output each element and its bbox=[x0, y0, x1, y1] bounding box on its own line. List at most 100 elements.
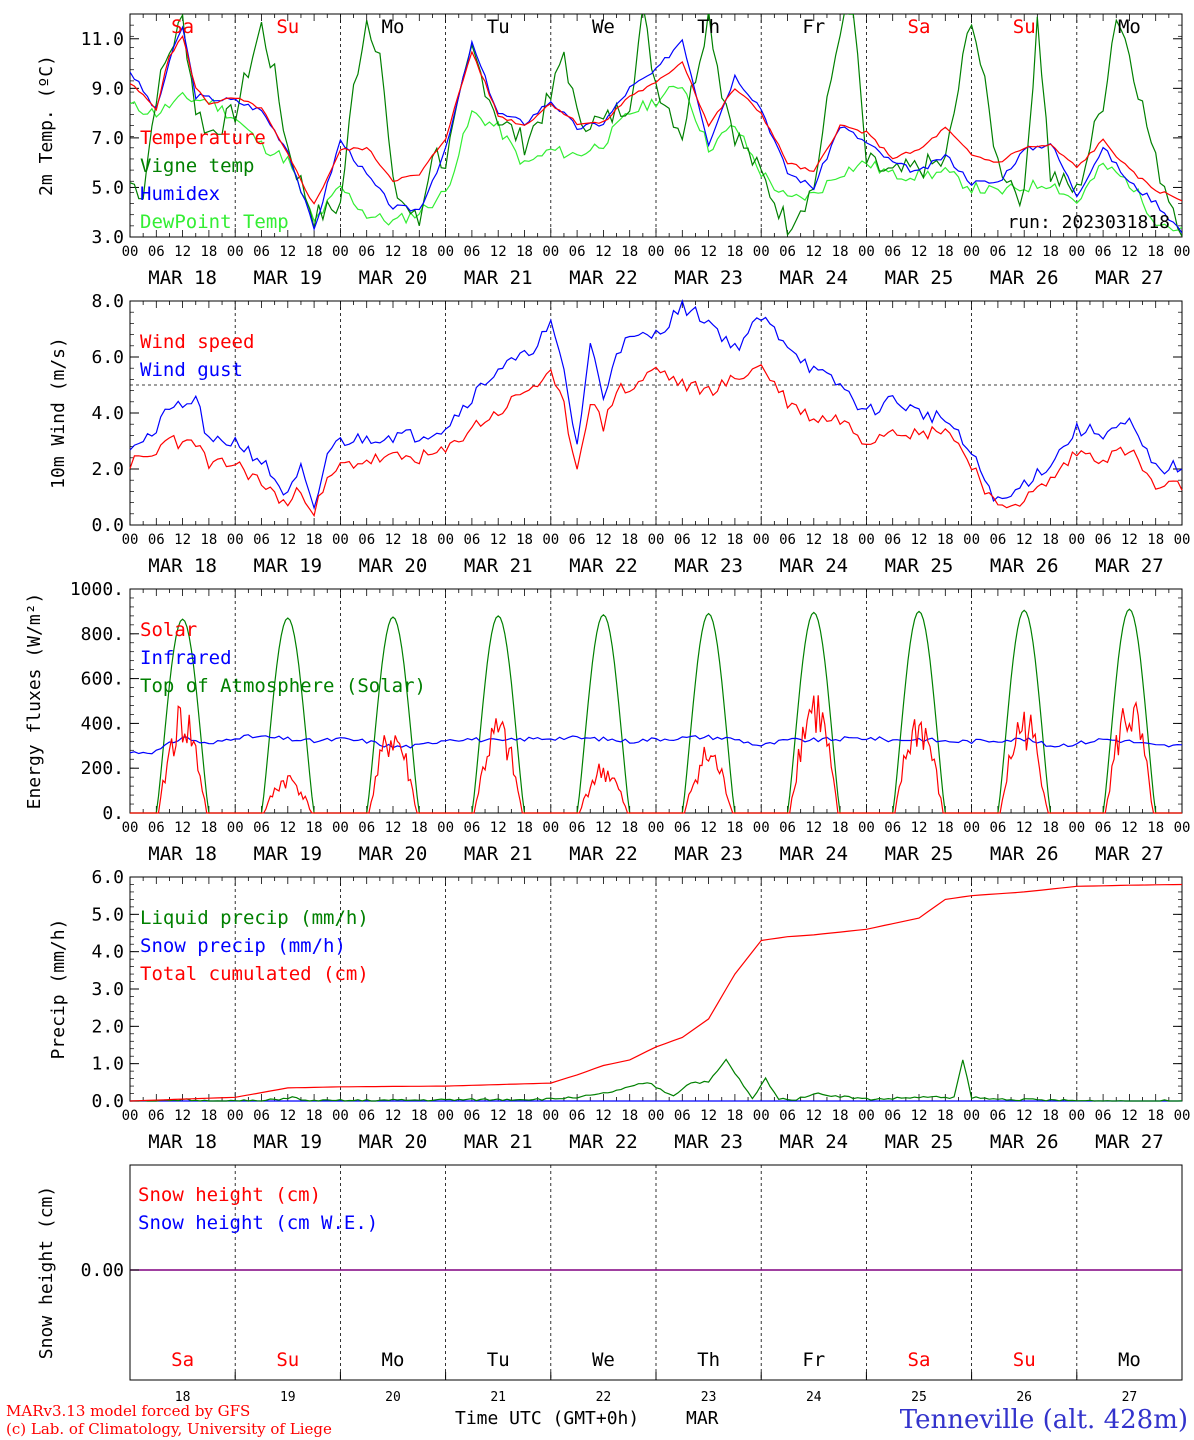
date-label: MAR 24 bbox=[779, 267, 848, 289]
hour-tick-label: 06 bbox=[358, 244, 375, 260]
hour-tick-label: 06 bbox=[674, 820, 691, 836]
day-number-label: 24 bbox=[806, 1390, 822, 1405]
day-number-label: 23 bbox=[701, 1390, 717, 1405]
hour-tick-label: 00 bbox=[542, 820, 559, 836]
hour-tick-label: 12 bbox=[490, 1108, 507, 1124]
y-tick-label: 1.0 bbox=[91, 1054, 124, 1075]
day-number-label: 21 bbox=[490, 1390, 506, 1405]
liquid-precip-line bbox=[130, 1058, 1183, 1102]
hour-tick-label: 06 bbox=[884, 1108, 901, 1124]
hour-tick-label: 00 bbox=[542, 244, 559, 260]
date-label: MAR 19 bbox=[253, 555, 322, 577]
y-axis-label: Snow height (cm) bbox=[36, 1186, 57, 1359]
hour-tick-label: 00 bbox=[332, 244, 349, 260]
hour-tick-label: 00 bbox=[753, 820, 770, 836]
y-tick-label: 600. bbox=[81, 669, 124, 690]
hour-tick-label: 00 bbox=[648, 820, 665, 836]
legend-entry: Vigne temp bbox=[140, 155, 254, 177]
weekday-label: Tu bbox=[487, 16, 510, 38]
date-label: MAR 25 bbox=[885, 843, 954, 865]
hour-tick-label: 12 bbox=[174, 532, 191, 548]
hour-tick-label: 12 bbox=[279, 532, 296, 548]
hour-tick-label: 00 bbox=[227, 244, 244, 260]
hour-tick-label: 18 bbox=[306, 244, 323, 260]
hour-tick-label: 12 bbox=[174, 244, 191, 260]
hour-tick-label: 12 bbox=[595, 1108, 612, 1124]
hour-tick-label: 00 bbox=[227, 1108, 244, 1124]
hour-tick-label: 12 bbox=[1121, 820, 1138, 836]
hour-tick-label: 00 bbox=[858, 532, 875, 548]
hour-tick-label: 00 bbox=[1174, 244, 1191, 260]
date-label: MAR 19 bbox=[253, 843, 322, 865]
hour-tick-label: 06 bbox=[674, 532, 691, 548]
hour-tick-label: 06 bbox=[779, 532, 796, 548]
date-label: MAR 22 bbox=[569, 267, 638, 289]
hour-tick-label: 18 bbox=[306, 820, 323, 836]
hour-tick-label: 18 bbox=[621, 532, 638, 548]
date-label: MAR 27 bbox=[1095, 267, 1164, 289]
y-tick-label: 3.0 bbox=[91, 979, 124, 1000]
day-number-label: 27 bbox=[1122, 1390, 1138, 1405]
legend-entry: Top of Atmosphere (Solar) bbox=[140, 675, 426, 697]
hour-tick-label: 00 bbox=[858, 244, 875, 260]
legend-entry: Liquid precip (mm/h) bbox=[140, 907, 369, 929]
hour-tick-label: 18 bbox=[1147, 532, 1164, 548]
hour-tick-label: 06 bbox=[989, 244, 1006, 260]
run-annotation: run: 2023031818 bbox=[1007, 212, 1170, 233]
hour-tick-label: 06 bbox=[253, 820, 270, 836]
y-tick-label: 800. bbox=[81, 624, 124, 645]
hour-tick-label: 18 bbox=[516, 1108, 533, 1124]
hour-tick-label: 18 bbox=[516, 244, 533, 260]
hour-tick-label: 12 bbox=[490, 532, 507, 548]
hour-tick-label: 18 bbox=[306, 532, 323, 548]
temperature-line bbox=[130, 34, 1182, 205]
hour-tick-label: 06 bbox=[884, 244, 901, 260]
hour-tick-label: 18 bbox=[516, 820, 533, 836]
temperature-series bbox=[130, 14, 1182, 237]
hour-tick-label: 00 bbox=[542, 532, 559, 548]
date-label: MAR 25 bbox=[885, 267, 954, 289]
weekday-label: We bbox=[592, 16, 615, 38]
legend-entry: Temperature bbox=[140, 127, 266, 149]
hour-tick-label: 12 bbox=[385, 1108, 402, 1124]
date-label: MAR 18 bbox=[148, 1131, 217, 1153]
date-label: MAR 25 bbox=[885, 555, 954, 577]
hour-tick-label: 18 bbox=[1042, 1108, 1059, 1124]
hour-tick-label: 00 bbox=[122, 1108, 139, 1124]
hour-tick-label: 00 bbox=[542, 1108, 559, 1124]
hour-tick-label: 12 bbox=[700, 820, 717, 836]
hour-tick-label: 00 bbox=[1068, 1108, 1085, 1124]
day-number-label: 20 bbox=[385, 1390, 401, 1405]
date-label: MAR 26 bbox=[990, 1131, 1059, 1153]
y-tick-label: 0.0 bbox=[91, 515, 124, 536]
hour-tick-label: 06 bbox=[253, 1108, 270, 1124]
date-label: MAR 18 bbox=[148, 267, 217, 289]
x-axis-month: MAR bbox=[686, 1408, 719, 1429]
date-label: MAR 18 bbox=[148, 843, 217, 865]
hour-tick-label: 18 bbox=[306, 1108, 323, 1124]
hour-tick-label: 00 bbox=[437, 1108, 454, 1124]
date-label: MAR 21 bbox=[464, 555, 533, 577]
hour-tick-label: 00 bbox=[963, 244, 980, 260]
hour-tick-label: 06 bbox=[358, 532, 375, 548]
hour-tick-label: 12 bbox=[279, 820, 296, 836]
hour-tick-label: 18 bbox=[1042, 820, 1059, 836]
y-tick-label: 400. bbox=[81, 713, 124, 734]
date-label: MAR 20 bbox=[359, 267, 428, 289]
hour-tick-label: 18 bbox=[937, 532, 954, 548]
hour-tick-label: 06 bbox=[358, 820, 375, 836]
plot-frame bbox=[129, 588, 1183, 814]
date-label: MAR 20 bbox=[359, 555, 428, 577]
hour-tick-label: 12 bbox=[805, 1108, 822, 1124]
y-tick-label: 4.0 bbox=[91, 403, 124, 424]
legend-entry: Total cumulated (cm) bbox=[140, 963, 369, 985]
hour-tick-label: 00 bbox=[1174, 1108, 1191, 1124]
hour-tick-label: 00 bbox=[648, 1108, 665, 1124]
day-number-label: 22 bbox=[596, 1390, 612, 1405]
hour-tick-label: 18 bbox=[832, 1108, 849, 1124]
hour-tick-label: 06 bbox=[463, 532, 480, 548]
model-credit-line1: MARv3.13 model forced by GFS bbox=[6, 1402, 250, 1420]
date-label: MAR 27 bbox=[1095, 1131, 1164, 1153]
hour-tick-label: 18 bbox=[1042, 532, 1059, 548]
